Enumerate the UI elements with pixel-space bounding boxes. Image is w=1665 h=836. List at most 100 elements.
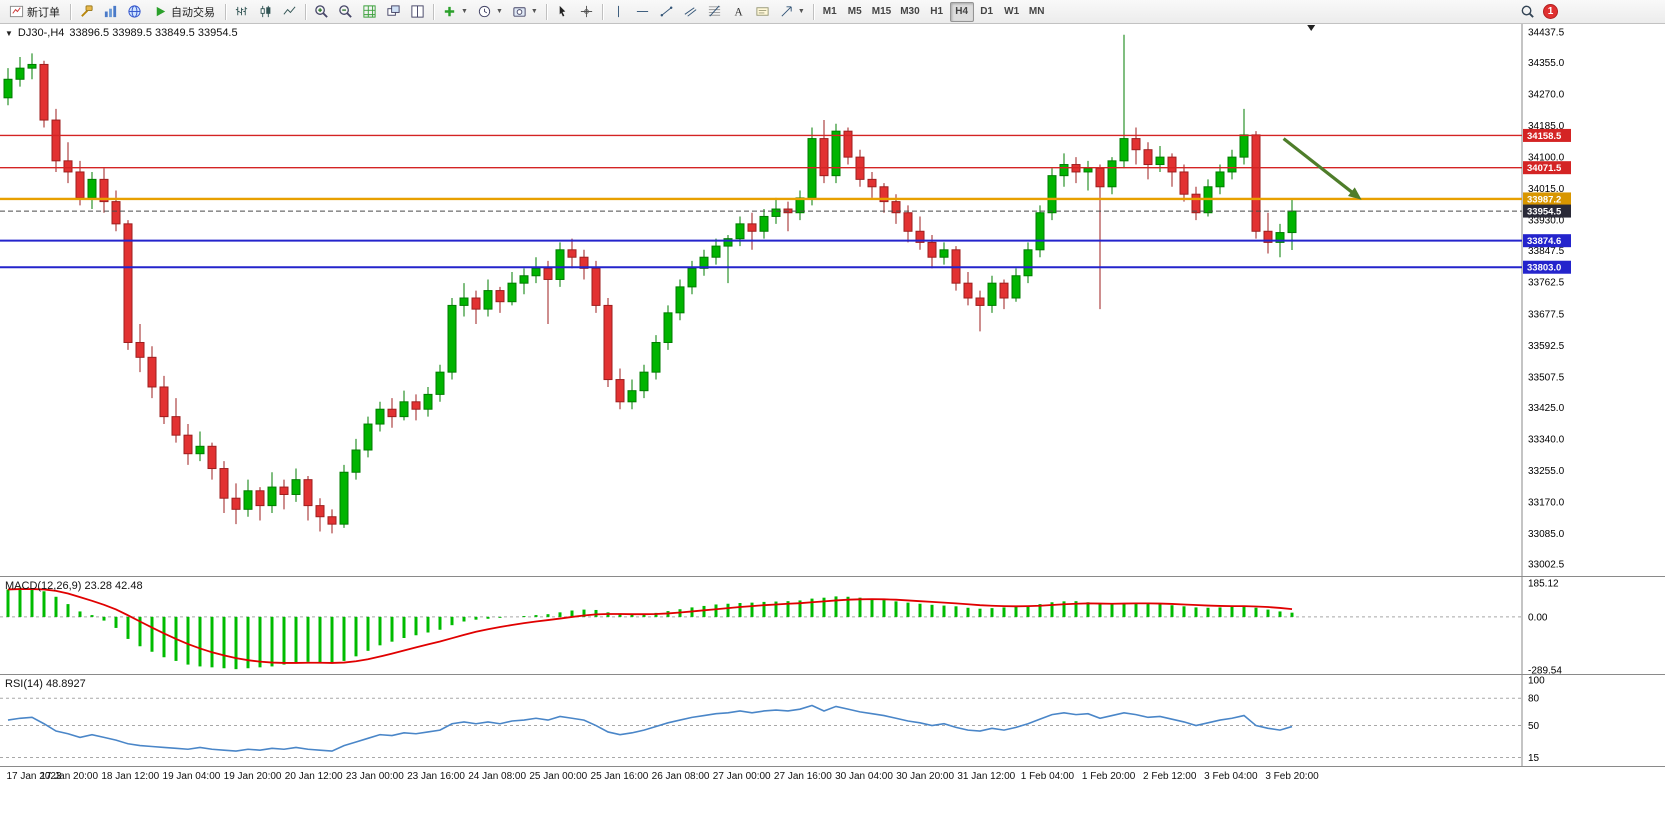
cascade-windows-button[interactable] (382, 2, 405, 22)
zoom-in-icon (315, 5, 328, 18)
svg-text:33170.0: 33170.0 (1528, 497, 1565, 508)
zoom-in-button[interactable] (310, 2, 333, 22)
chevron-down-icon: ▼ (461, 8, 468, 15)
rsi-panel[interactable]: 100 80 50 15 RSI(14) 48.8927 (0, 674, 1665, 766)
svg-text:33507.5: 33507.5 (1528, 372, 1565, 383)
timeframe-h1-button[interactable]: H1 (925, 2, 949, 22)
timeframe-m15-button[interactable]: M15 (868, 2, 895, 22)
time-label: 3 Feb 20:00 (1265, 771, 1319, 782)
timeframe-group: M1 M5 M15 M30 H1 H4 D1 W1 MN (818, 1, 1049, 22)
svg-text:34100.0: 34100.0 (1528, 153, 1565, 164)
market-depth-button[interactable] (99, 2, 122, 22)
time-label: 18 Jan 12:00 (101, 771, 160, 782)
metaeditor-button[interactable] (75, 2, 98, 22)
new-order-button[interactable]: 新订单 (3, 2, 66, 22)
tile-grid-button[interactable] (358, 2, 381, 22)
chevron-down-icon: ▼ (797, 8, 805, 15)
macd-chart[interactable]: 185.12 0.00 -289.54 (0, 577, 1665, 674)
symbol-dropdown-icon[interactable]: ▼ (5, 28, 13, 38)
auto-trading-button[interactable]: 自动交易 (147, 2, 221, 22)
tile-windows-button[interactable] (406, 2, 429, 22)
candlestick-chart[interactable]: 34437.5 34355.0 34270.0 34185.0 34100.0 34015… (0, 24, 1665, 576)
candlestick-icon (260, 5, 271, 18)
vertical-line-button[interactable] (607, 2, 630, 22)
horizontal-line-button[interactable] (631, 2, 654, 22)
svg-text:50: 50 (1528, 721, 1540, 732)
main-chart-panel[interactable]: 34437.5 34355.0 34270.0 34185.0 34100.0 34015… (0, 24, 1665, 576)
new-order-icon (9, 5, 24, 18)
text-button[interactable]: A (727, 2, 750, 22)
price-axis[interactable]: 34437.5 34355.0 34270.0 34185.0 34100.0 34015… (1528, 28, 1565, 571)
cursor-button[interactable] (551, 2, 574, 22)
svg-text:80: 80 (1528, 694, 1540, 705)
crosshair-button[interactable] (575, 2, 598, 22)
time-label: 27 Jan 16:00 (773, 771, 832, 782)
time-label: 30 Jan 20:00 (896, 771, 955, 782)
crosshair-icon (580, 5, 592, 18)
search-button[interactable] (1516, 2, 1539, 22)
svg-text:33085.0: 33085.0 (1528, 529, 1565, 540)
zoom-out-icon (339, 5, 352, 18)
globe-icon (128, 5, 141, 18)
shapes-button[interactable]: ▼ (775, 2, 809, 22)
time-label: 20 Jan 12:00 (284, 771, 343, 782)
rsi-axis[interactable]: 100 80 50 15 (1528, 676, 1545, 764)
svg-text:34270.0: 34270.0 (1528, 90, 1565, 101)
bar-chart-type-button[interactable] (230, 2, 253, 22)
zoom-out-button[interactable] (334, 2, 357, 22)
svg-text:33425.0: 33425.0 (1528, 403, 1565, 414)
timeframe-m30-button[interactable]: M30 (896, 2, 923, 22)
svg-text:33002.5: 33002.5 (1528, 560, 1565, 571)
candlestick-type-button[interactable] (254, 2, 277, 22)
fibonacci-button[interactable] (703, 2, 726, 22)
periods-button[interactable]: ▼ (473, 2, 507, 22)
clock-icon (478, 5, 491, 18)
trend-arrow-annotation[interactable] (1282, 137, 1362, 200)
price-tag (1523, 128, 1571, 142)
time-label: 23 Jan 00:00 (345, 771, 404, 782)
svg-text:33340.0: 33340.0 (1528, 434, 1565, 445)
vertical-line-icon (617, 5, 619, 18)
time-label: 1 Feb 20:00 (1081, 771, 1136, 782)
timeframe-m5-button[interactable]: M5 (843, 2, 867, 22)
macd-signal-line (7, 588, 1293, 664)
notification-badge[interactable]: 1 (1543, 4, 1558, 19)
line-chart-icon (283, 6, 296, 15)
timeframe-mn-button[interactable]: MN (1025, 2, 1049, 22)
indicators-button[interactable]: ▼ (438, 2, 472, 22)
chart-shift-marker[interactable] (1307, 25, 1316, 31)
auto-trading-label: 自动交易 (171, 6, 215, 19)
toolbar-right: 1 (1516, 2, 1662, 22)
line-chart-type-button[interactable] (278, 2, 301, 22)
time-label: 25 Jan 16:00 (590, 771, 649, 782)
channel-button[interactable] (679, 2, 702, 22)
time-label: 19 Jan 20:00 (223, 771, 282, 782)
bottom-margin (0, 786, 1665, 836)
timeframe-w1-button[interactable]: W1 (1000, 2, 1024, 22)
toolbar-right-pad (1562, 11, 1662, 12)
label-icon (756, 7, 769, 16)
toolbar: 新订单 自动交易 ▼ ▼ ▼ A ▼ (0, 0, 1665, 24)
timeframe-m1-button[interactable]: M1 (818, 2, 842, 22)
macd-axis[interactable]: 185.12 0.00 -289.54 (1528, 579, 1562, 675)
svg-text:33677.5: 33677.5 (1528, 309, 1565, 320)
time-label: 19 Jan 04:00 (162, 771, 221, 782)
svg-text:34015.0: 34015.0 (1528, 184, 1565, 195)
svg-text:185.12: 185.12 (1528, 579, 1559, 590)
candles[interactable] (3, 34, 1297, 534)
rsi-chart[interactable]: 100 80 50 15 (0, 675, 1665, 766)
timeframe-h4-button[interactable]: H4 (949, 1, 974, 22)
svg-text:34158.5: 34158.5 (1527, 131, 1562, 142)
trendline-button[interactable] (655, 2, 678, 22)
toolbar-separator (812, 3, 814, 20)
chevron-down-icon: ▼ (495, 8, 503, 15)
grid-icon (363, 5, 376, 18)
chart-template-icon (513, 7, 526, 17)
text-label-button[interactable] (751, 2, 774, 22)
community-button[interactable] (123, 2, 146, 22)
horizontal-lines[interactable]: 34158.5 34071.5 33987.2 33874.6 33803.0 33954… (0, 128, 1571, 274)
macd-panel[interactable]: 185.12 0.00 -289.54 MACD(12,26,9) 23.28 42… (0, 576, 1665, 674)
time-axis[interactable]: 17 Jan 2023 17 Jan 20:00 18 Jan 12:00 19 Ja… (0, 766, 1665, 786)
templates-button[interactable]: ▼ (508, 2, 542, 22)
timeframe-d1-button[interactable]: D1 (975, 2, 999, 22)
